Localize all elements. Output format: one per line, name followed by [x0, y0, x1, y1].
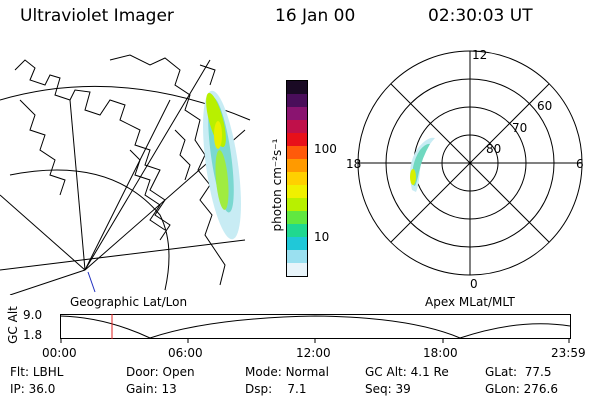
colorbar-segment	[287, 172, 307, 185]
status-gain: Gain: 13	[126, 382, 177, 396]
alt-xtick-3: 18:00	[423, 346, 458, 360]
mlat-label-80: 80	[486, 142, 501, 156]
lat-line-lower	[0, 239, 246, 271]
colorbar-segment	[287, 159, 307, 172]
status-flt: Flt: LBHL	[10, 365, 64, 379]
alt-xtick-0: 00:00	[42, 346, 77, 360]
colorbar-segment	[287, 250, 307, 263]
polar-panel-caption: Apex MLat/MLT	[425, 295, 515, 309]
colorbar-tick-100: 100	[314, 142, 337, 156]
meridian-1	[0, 194, 86, 271]
mlt-label-12: 12	[472, 48, 487, 62]
mlat-label-70: 70	[512, 121, 527, 135]
meridian-5	[84, 59, 211, 271]
polar-aurora-emission	[410, 137, 435, 192]
colorbar-tick-10: 10	[314, 230, 330, 244]
instrument-title: Ultraviolet Imager	[20, 6, 174, 26]
meridian-3	[69, 99, 86, 271]
altitude-plot	[60, 314, 571, 343]
colorbar-segment	[287, 133, 307, 146]
mlat-label-60: 60	[537, 99, 552, 113]
meridian-4	[84, 99, 171, 271]
colorbar-segment	[287, 237, 307, 250]
colorbar-segment	[287, 198, 307, 211]
mlt-label-6: 6	[576, 157, 584, 171]
alt-plot-frame	[60, 314, 571, 339]
coastline-5	[174, 129, 191, 181]
geographic-map	[0, 54, 251, 295]
mlt-label-18: 18	[346, 157, 361, 171]
colorbar-segment	[287, 224, 307, 237]
alt-ytick-max: 9.0	[23, 308, 43, 322]
alt-ytick-min: 1.8	[23, 328, 43, 342]
status-door: Door: Open	[126, 365, 195, 379]
colorbar-segment	[287, 185, 307, 198]
alt-ylabel: GC Alt	[5, 306, 20, 344]
coastline-6	[199, 64, 216, 86]
geo-panel-caption: Geographic Lat/Lon	[70, 295, 188, 309]
colorbar-segment	[287, 211, 307, 224]
aurora-emission	[203, 90, 241, 240]
colorbar-segment	[287, 107, 307, 120]
date-label: 16 Jan 00	[275, 6, 356, 26]
status-glat: GLat: 77.5	[485, 365, 552, 379]
colorbar-segment	[287, 81, 307, 94]
status-gc-alt: GC Alt: 4.1 Re	[365, 365, 449, 379]
meridian-2	[9, 269, 86, 295]
mlt-label-0: 0	[470, 277, 478, 291]
status-ip: IP: 36.0	[10, 382, 56, 396]
colorbar-unit-label: photon cm⁻²s⁻¹	[270, 138, 284, 232]
lat-arc-mid	[9, 169, 170, 291]
polar-plot: 12 6 0 18 60 70 80	[346, 48, 584, 291]
alt-xtick-4: 23:59	[551, 346, 586, 360]
status-glon: GLon: 276.6	[485, 382, 558, 396]
alt-xtick-1: 06:00	[168, 346, 203, 360]
status-seq: Seq: 39	[365, 382, 411, 396]
colorbar	[286, 80, 308, 277]
coastline-3	[19, 99, 66, 196]
coastline-1	[14, 59, 171, 241]
polar-diagonal-2	[390, 83, 550, 243]
colorbar-segment	[287, 120, 307, 133]
footprint-marker	[87, 271, 96, 293]
coastline-2	[109, 54, 226, 286]
colorbar-segment	[287, 146, 307, 159]
colorbar-segment	[287, 94, 307, 107]
colorbar-segment	[287, 263, 307, 276]
status-dsp: Dsp: 7.1	[245, 382, 307, 396]
coastline-4	[129, 149, 166, 231]
alt-xtick-2: 12:00	[296, 346, 331, 360]
altitude-trace	[60, 315, 571, 339]
status-mode: Mode: Normal	[245, 365, 329, 379]
time-label: 02:30:03 UT	[428, 6, 533, 26]
